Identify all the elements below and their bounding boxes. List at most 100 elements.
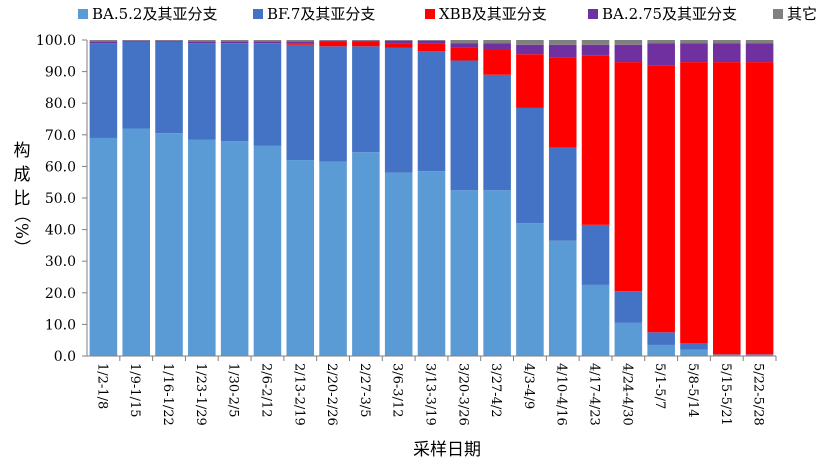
y-tick-label: 10.0 <box>45 317 76 333</box>
bar-segment <box>581 224 610 285</box>
bar-segment <box>647 43 675 66</box>
bar-segment <box>384 47 413 173</box>
legend-swatch <box>773 9 783 19</box>
bar-segment <box>483 49 511 75</box>
bar-segment <box>319 46 347 162</box>
x-tick-label: 4/3-4/9 <box>521 363 536 409</box>
bar-segment <box>319 40 347 41</box>
bar-segment <box>713 40 741 44</box>
bar-segment <box>352 40 380 41</box>
bar-segment <box>483 74 511 191</box>
x-tick-label: 1/30-2/5 <box>226 363 241 418</box>
bar-segment <box>581 55 610 225</box>
legend-label: BA.2.75及其亚分支 <box>602 5 737 23</box>
bar-segment <box>220 41 249 44</box>
bar-segment <box>89 41 118 44</box>
bar-segment <box>253 43 282 44</box>
legend-label: 其它 <box>787 5 817 23</box>
bar-segment <box>384 43 413 48</box>
bar-segment <box>188 139 216 356</box>
y-tick-label: 0.0 <box>54 349 76 365</box>
bar-segment <box>384 40 413 41</box>
bar-segment <box>220 43 249 142</box>
y-axis-label-char: （%） <box>11 206 31 256</box>
bar-segment <box>253 43 282 146</box>
bar-segment <box>483 40 511 44</box>
bar-segment <box>89 43 118 138</box>
bar-segment <box>188 43 216 140</box>
bar-segment <box>220 40 249 42</box>
y-axis-ticks: 0.0 10.0 20.0 30.0 40.0 50.0 60.0 70.0 80.0 90.0 1… <box>36 33 87 365</box>
x-axis-ticks: 1/2-1/8 1/9-1/15 1/16-1/22 1/23-1/29 1/30-2/… <box>94 356 777 426</box>
bar-segment <box>614 62 643 292</box>
bar-segment <box>155 40 183 41</box>
bar-segment <box>122 40 150 42</box>
bar-segment <box>516 107 544 224</box>
bar-segment <box>516 54 544 108</box>
x-tick-label: 3/27-4/2 <box>488 363 503 418</box>
axes <box>86 40 776 357</box>
bar-segment <box>516 223 544 356</box>
bar-segment <box>548 57 577 148</box>
bar-segment <box>319 161 347 356</box>
legend-swatch <box>425 9 435 19</box>
bar-segment <box>417 171 446 356</box>
bar-segment <box>450 40 479 44</box>
bar-segment <box>384 40 413 44</box>
x-tick-label: 3/6-3/12 <box>390 363 405 418</box>
bar-segment <box>450 43 479 48</box>
y-tick-label: 90.0 <box>45 65 76 81</box>
bar-segment <box>286 44 315 161</box>
x-tick-label: 5/8-5/14 <box>685 363 700 418</box>
bar-segment <box>417 40 446 44</box>
y-axis-label-char: 成 <box>14 165 31 185</box>
y-tick-label: 50.0 <box>45 191 76 207</box>
y-axis-label-char: 构 <box>14 141 31 161</box>
bar-segment <box>417 51 446 172</box>
bar-segment <box>352 46 380 153</box>
bar-segment <box>713 62 741 355</box>
y-axis-label: 构成比（%） <box>11 141 31 256</box>
bar-segment <box>516 44 544 55</box>
legend-swatch <box>588 9 598 19</box>
bar-segment <box>384 172 413 356</box>
x-tick-label: 4/17-4/23 <box>587 363 602 426</box>
bar-segment <box>745 43 774 63</box>
bar-segment <box>680 62 708 344</box>
bar-segment <box>745 40 774 44</box>
bars <box>89 40 774 356</box>
bar-segment <box>548 40 577 45</box>
y-axis-label-char: 比 <box>14 189 31 209</box>
bar-segment <box>713 43 741 63</box>
bar-segment <box>548 44 577 58</box>
bar-segment <box>614 44 643 63</box>
bar-segment <box>680 40 708 44</box>
y-tick-label: 30.0 <box>45 254 76 270</box>
bar-segment <box>89 137 118 356</box>
bar-segment <box>253 40 282 42</box>
bar-segment <box>155 40 183 42</box>
x-tick-label: 1/9-1/15 <box>127 363 142 418</box>
bar-segment <box>417 40 446 41</box>
bar-segment <box>417 43 446 52</box>
bar-segment <box>745 62 774 355</box>
x-tick-label: 1/2-1/8 <box>94 363 109 409</box>
bar-segment <box>352 152 380 356</box>
x-tick-label: 1/16-1/22 <box>160 363 175 426</box>
bar-segment <box>122 128 150 356</box>
x-tick-label: 2/6-2/12 <box>258 363 273 418</box>
bar-segment <box>548 240 577 356</box>
bar-segment <box>188 41 216 44</box>
bar-segment <box>713 354 741 356</box>
bar-segment <box>220 43 249 44</box>
y-tick-label: 80.0 <box>45 96 76 112</box>
bar-segment <box>483 43 511 50</box>
x-tick-label: 4/10-4/16 <box>554 363 569 426</box>
bar-segment <box>745 354 774 356</box>
x-axis-label: 采样日期 <box>413 440 481 460</box>
bar-segment <box>647 65 675 333</box>
bar-segment <box>516 40 544 45</box>
bar-segment <box>286 41 315 44</box>
x-tick-label: 4/24-4/30 <box>619 363 634 426</box>
